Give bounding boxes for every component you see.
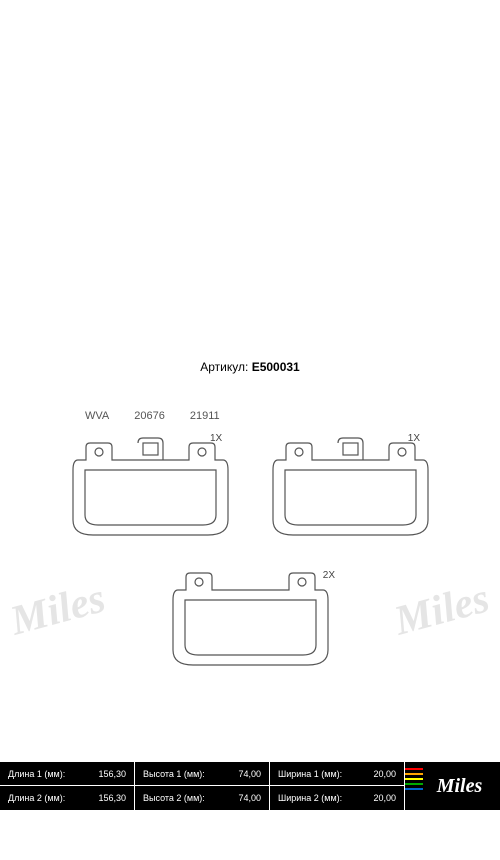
brake-pad-top-right: [263, 435, 438, 545]
spec-value: 74,00: [238, 769, 261, 779]
spec-value: 156,30: [98, 793, 126, 803]
brand-logo: Miles: [405, 762, 500, 810]
brand-name: Miles: [437, 775, 483, 798]
spec-value: 20,00: [373, 769, 396, 779]
spec-label: Длина 2 (мм):: [8, 793, 65, 803]
stripe: [405, 778, 423, 780]
spec-label: Высота 1 (мм):: [143, 769, 205, 779]
spec-label: Ширина 1 (мм):: [278, 769, 342, 779]
brake-pad-diagram: 1X 1X 2X: [50, 435, 450, 715]
specs-table: Длина 1 (мм): 156,30 Высота 1 (мм): 74,0…: [0, 762, 405, 810]
header-codes: WVA 20676 21911: [85, 410, 220, 422]
stripe: [405, 768, 423, 770]
spec-label: Ширина 2 (мм):: [278, 793, 342, 803]
spec-height1: Высота 1 (мм): 74,00: [135, 762, 270, 786]
spec-value: 20,00: [373, 793, 396, 803]
spec-label: Высота 2 (мм):: [143, 793, 205, 803]
spec-height2: Высота 2 (мм): 74,00: [135, 786, 270, 810]
spec-length1: Длина 1 (мм): 156,30: [0, 762, 135, 786]
article-label: Артикул:: [200, 360, 248, 374]
code-2: 21911: [190, 410, 220, 422]
top-row: [50, 435, 450, 545]
bottom-row: [50, 565, 450, 675]
stripe: [405, 783, 423, 785]
code-1: 20676: [134, 410, 165, 422]
article-line: Артикул: E500031: [0, 360, 500, 374]
spec-width2: Ширина 2 (мм): 20,00: [270, 786, 405, 810]
stripe: [405, 773, 423, 775]
spec-label: Длина 1 (мм):: [8, 769, 65, 779]
wva-label: WVA: [85, 410, 109, 422]
spec-value: 156,30: [98, 769, 126, 779]
brake-pad-bottom: [163, 565, 338, 675]
brake-pad-top-left: [63, 435, 238, 545]
spec-value: 74,00: [238, 793, 261, 803]
article-value: E500031: [252, 360, 300, 374]
specs-bar: Длина 1 (мм): 156,30 Высота 1 (мм): 74,0…: [0, 762, 500, 810]
logo-stripes-icon: [405, 768, 423, 793]
stripe: [405, 788, 423, 790]
spec-length2: Длина 2 (мм): 156,30: [0, 786, 135, 810]
spec-width1: Ширина 1 (мм): 20,00: [270, 762, 405, 786]
